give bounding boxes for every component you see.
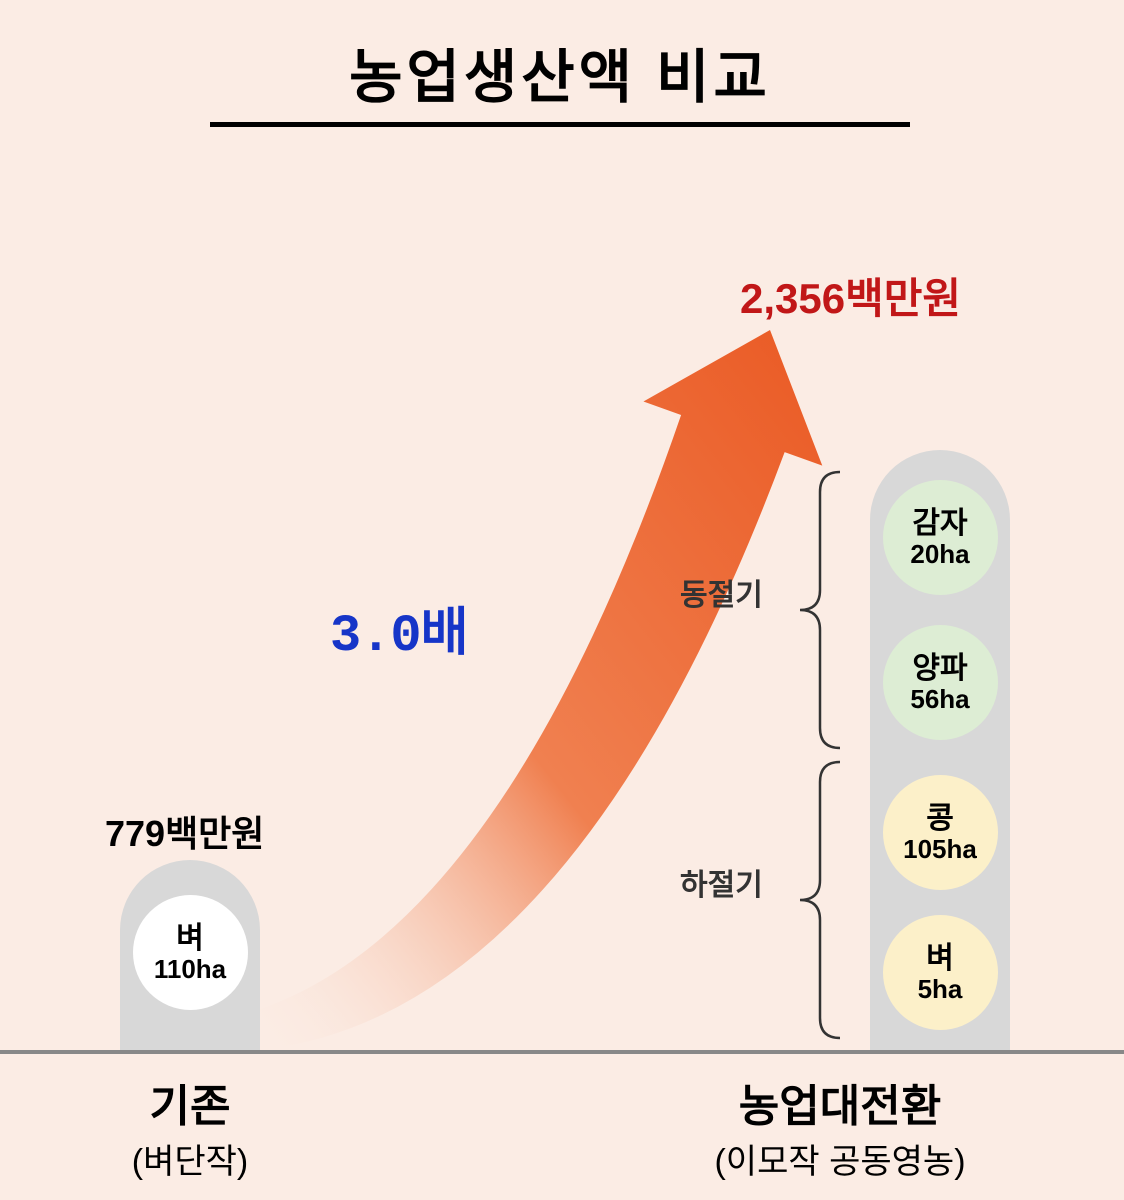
crop-name: 콩	[926, 802, 954, 835]
value-label-existing: 779백만원	[105, 805, 264, 857]
season-label: 하절기	[680, 860, 763, 904]
axis-sub-existing: (벼단작)	[70, 1134, 310, 1183]
crop-circle: 콩105ha	[883, 775, 998, 890]
crop-name: 감자	[912, 507, 967, 540]
crop-area: 5ha	[918, 975, 963, 1004]
crop-name: 벼	[926, 942, 954, 975]
crop-area: 20ha	[910, 540, 969, 569]
axis-main-existing: 기존	[70, 1070, 310, 1134]
crop-name: 양파	[912, 652, 967, 685]
crop-area: 105ha	[903, 835, 977, 864]
axis-main-transformed: 농업대전환	[640, 1070, 1040, 1134]
season-label: 동절기	[680, 570, 763, 614]
axis-label-existing: 기존 (벼단작)	[70, 1070, 310, 1183]
axis-label-transformed: 농업대전환 (이모작 공동영농)	[640, 1070, 1040, 1183]
crop-circle: 감자20ha	[883, 480, 998, 595]
crop-circle: 벼5ha	[883, 915, 998, 1030]
crop-area: 110ha	[154, 955, 226, 984]
crop-area: 56ha	[910, 685, 969, 714]
crop-circle: 벼110ha	[133, 895, 248, 1010]
brace-icon	[790, 470, 850, 750]
crop-circle: 양파56ha	[883, 625, 998, 740]
crop-name: 벼	[176, 922, 204, 955]
axis-sub-transformed: (이모작 공동영농)	[640, 1134, 1040, 1183]
brace-icon	[790, 760, 850, 1040]
value-label-transformed: 2,356백만원	[740, 265, 961, 326]
multiplier-label: 3.0배	[330, 590, 467, 666]
baseline	[0, 1050, 1124, 1054]
